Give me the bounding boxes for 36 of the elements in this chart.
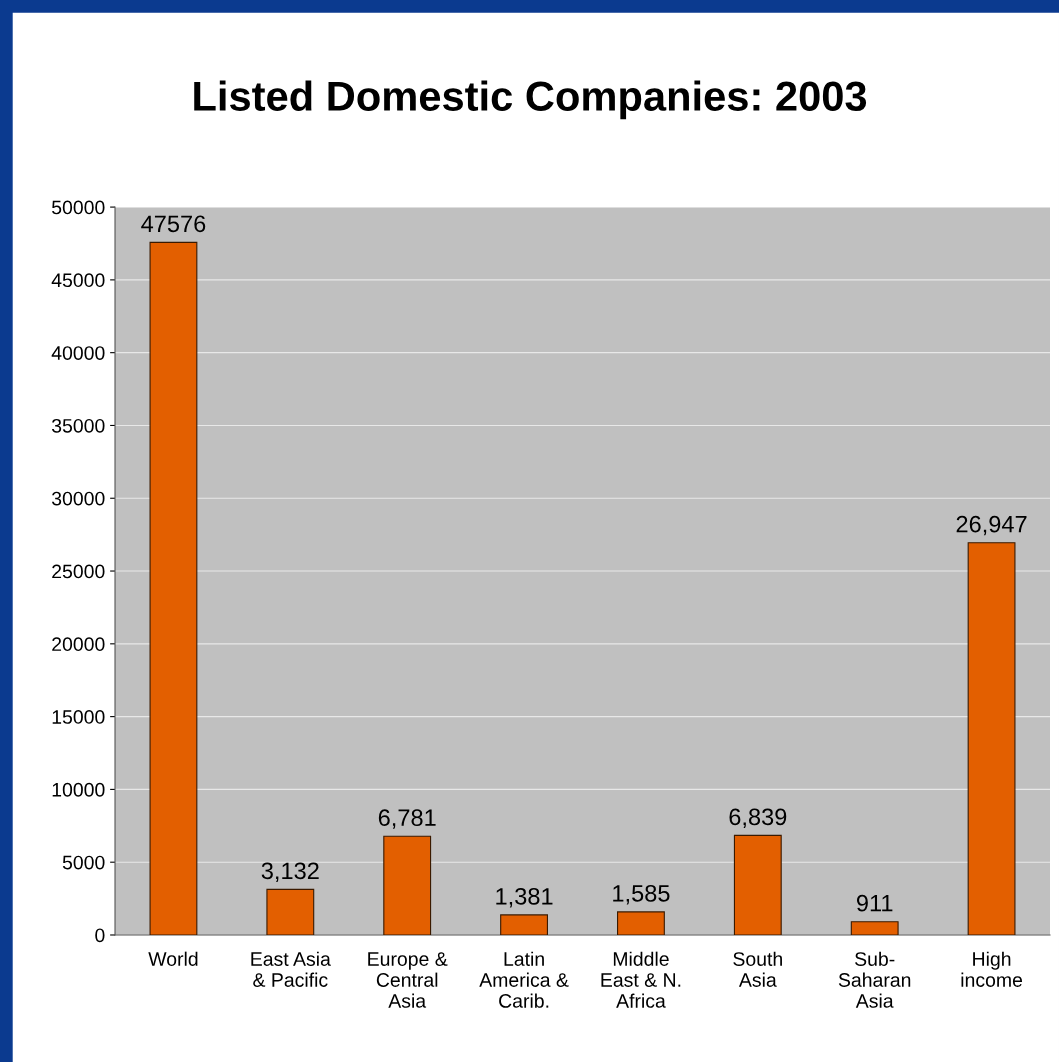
y-tick-label: 35000: [51, 418, 105, 433]
y-tick-label: 15000: [52, 710, 105, 724]
bar: [500, 914, 548, 935]
bar: [149, 241, 198, 935]
chart-title: Listed Domestic Companies: 2003: [194, 80, 867, 120]
bar: [266, 888, 315, 935]
y-tick-label: 20000: [52, 637, 105, 652]
x-tick-label: East Asia & Pacific: [251, 951, 331, 987]
y-tick-label: 30000: [51, 491, 105, 506]
y-tick-label: 40000: [51, 346, 105, 360]
bar: [383, 835, 432, 935]
y-tick-label: 10000: [52, 782, 105, 797]
data-label: 911: [856, 894, 893, 912]
data-label: 1,381: [496, 887, 553, 908]
data-label: 3,132: [261, 862, 319, 882]
data-label: 6,839: [729, 808, 787, 828]
data-label: 6,781: [378, 809, 436, 829]
y-tick-label: 45000: [51, 273, 105, 288]
x-tick-label: Latin America & Carib.: [479, 951, 569, 1008]
y-tick-label: 25000: [52, 564, 105, 579]
y-tick-label: 0: [95, 928, 105, 943]
y-tick-label: 50000: [52, 200, 105, 215]
data-label: 26,947: [956, 515, 1027, 536]
y-tick-label: 5000: [62, 855, 105, 870]
x-tick-label: Sub- Saharan Asia: [838, 951, 911, 1008]
x-tick-label: South Asia: [733, 951, 782, 987]
bar: [733, 834, 782, 935]
bar: [617, 911, 665, 935]
x-tick-label: World: [148, 951, 198, 966]
x-tick-label: Europe & Central Asia: [368, 952, 448, 1008]
bar: [850, 921, 899, 935]
x-tick-label: Middle East & N. Africa: [601, 951, 681, 1008]
data-label: 1,585: [613, 884, 670, 905]
bar: [967, 542, 1016, 935]
data-label: 47576: [141, 215, 206, 233]
x-tick-label: High income: [961, 951, 1023, 987]
